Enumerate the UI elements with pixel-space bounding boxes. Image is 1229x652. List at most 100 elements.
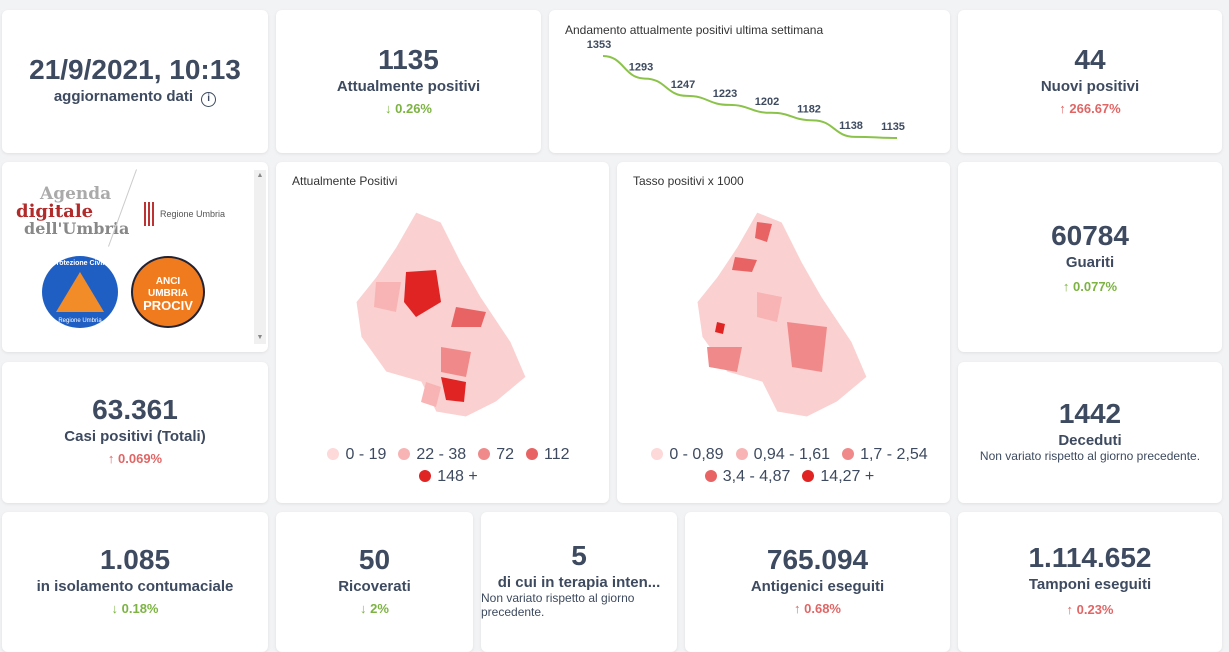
legend-item[interactable]: 0 - 0,89 <box>639 446 724 463</box>
update-datetime: 21/9/2021, 10:13 <box>29 54 241 85</box>
map-legend: 0 - 19 22 - 38 72 112 148 + <box>276 444 609 488</box>
logos-scrollbar[interactable]: ▲ ▼ <box>254 170 266 344</box>
umbria-map-tasso[interactable] <box>617 202 950 462</box>
legend-label: 148 + <box>437 468 478 485</box>
legend-dot-icon <box>419 470 432 482</box>
scroll-up-icon[interactable]: ▲ <box>256 172 264 179</box>
arrow-up-icon: ↑ <box>794 601 805 616</box>
agenda-digitale-logo: Agenda digitale dell'Umbria <box>16 184 130 238</box>
antigenici-label: Antigenici eseguiti <box>750 578 885 595</box>
legend-label: 3,4 - 4,87 <box>722 468 791 485</box>
ricoverati-value: 50 <box>358 544 391 575</box>
trend-chart-card: Andamento attualmente positivi ultima se… <box>549 10 950 153</box>
data-label: 1247 <box>671 79 695 91</box>
legend-item[interactable]: 3,4 - 4,87 <box>693 468 791 485</box>
ricoverati-change: ↓ 2% <box>360 601 389 616</box>
map-tasso-card: Tasso positivi x 1000 0 - 0,89 0,94 - 1,6… <box>617 162 950 503</box>
legend-dot-icon <box>478 448 491 460</box>
casi-card: 63.361 Casi positivi (Totali) ↑ 0.069% <box>2 362 268 503</box>
map-attualmente-card: Attualmente Positivi 0 - 19 22 - 38 72 112 1… <box>276 162 609 503</box>
deceduti-card: 1442 Deceduti Non variato rispetto al gi… <box>958 362 1222 503</box>
antigenici-card: 765.094 Antigenici eseguiti ↑ 0.68% <box>685 512 950 652</box>
isolamento-value: 1.085 <box>99 544 171 575</box>
legend-label: 22 - 38 <box>416 446 467 463</box>
legend-dot-icon <box>842 448 855 460</box>
legend-item[interactable]: 148 + <box>407 468 478 485</box>
arrow-up-icon: ↑ <box>107 451 119 466</box>
data-label: 1138 <box>839 120 863 132</box>
terapia-card: 5 di cui in terapia inten... Non variato… <box>481 512 677 652</box>
data-label: 1223 <box>713 88 737 100</box>
legend-label: 112 <box>544 446 570 463</box>
update-label: aggiornamento dati <box>53 88 193 105</box>
arrow-up-icon: ↑ <box>1066 602 1077 617</box>
terapia-value: 5 <box>571 540 587 571</box>
legend-dot-icon <box>327 448 340 460</box>
casi-value: 63.361 <box>92 394 178 425</box>
legend-label: 1,7 - 2,54 <box>860 446 928 463</box>
guariti-label: Guariti <box>1065 254 1115 271</box>
legend-label: 0 - 0,89 <box>669 446 724 463</box>
legend-item[interactable]: 0,94 - 1,61 <box>724 446 830 463</box>
data-label: 1202 <box>755 96 779 108</box>
guariti-change: ↑ 0.077% <box>1062 279 1118 294</box>
map-legend: 0 - 0,89 0,94 - 1,61 1,7 - 2,54 3,4 - 4,87 1… <box>617 444 950 488</box>
map-title: Attualmente Positivi <box>292 174 398 188</box>
legend-item[interactable]: 112 <box>514 446 570 463</box>
chart-title: Andamento attualmente positivi ultima se… <box>565 23 824 37</box>
deceduti-note: Non variato rispetto al giorno precedent… <box>979 449 1201 463</box>
logos-card: Agenda digitale dell'Umbria Regione Umbr… <box>2 162 268 352</box>
legend-item[interactable]: 14,27 + <box>790 468 874 485</box>
terapia-label: di cui in terapia inten... <box>497 574 661 591</box>
info-icon[interactable]: i <box>201 92 217 107</box>
legend-label: 72 <box>496 446 514 463</box>
tamponi-label: Tamponi eseguiti <box>1028 576 1152 593</box>
arrow-down-icon: ↓ <box>111 601 122 616</box>
legend-dot-icon <box>802 470 815 482</box>
terapia-note: Non variato rispetto al giorno precedent… <box>481 591 635 619</box>
deceduti-label: Deceduti <box>1058 432 1122 449</box>
deceduti-value: 1442 <box>1058 398 1122 429</box>
ricoverati-label: Ricoverati <box>338 578 411 595</box>
data-label: 1353 <box>587 39 611 51</box>
isolamento-change: ↓ 0.18% <box>111 601 159 616</box>
legend-item[interactable]: 72 <box>466 446 514 463</box>
legend-dot-icon <box>526 448 538 460</box>
legend-label: 14,27 + <box>820 468 875 485</box>
legend-label: 0 - 19 <box>345 446 387 463</box>
casi-label: Casi positivi (Totali) <box>64 428 206 445</box>
data-label: 1293 <box>629 62 653 74</box>
legend-item[interactable]: 1,7 - 2,54 <box>830 446 928 463</box>
update-card: 21/9/2021, 10:13 aggiornamento dati i <box>2 10 268 153</box>
arrow-up-icon: ↑ <box>1059 101 1070 116</box>
data-label: 1182 <box>797 103 821 115</box>
map-title: Tasso positivi x 1000 <box>633 174 744 188</box>
attualmente-label: Attualmente positivi <box>336 78 481 95</box>
attualmente-value: 1135 <box>378 44 439 75</box>
arrow-down-icon: ↓ <box>360 601 371 616</box>
nuovi-card: 44 Nuovi positivi ↑ 266.67% <box>958 10 1222 153</box>
attualmente-change: ↓ 0.26% <box>385 101 432 116</box>
legend-dot-icon <box>398 448 411 460</box>
attualmente-card: 1135 Attualmente positivi ↓ 0.26% <box>276 10 541 153</box>
antigenici-change: ↑ 0.68% <box>794 601 841 616</box>
arrow-up-icon: ↑ <box>1062 279 1074 294</box>
guariti-card: 60784 Guariti ↑ 0.077% <box>958 162 1222 352</box>
legend-dot-icon <box>651 448 664 460</box>
umbria-map-attualmente[interactable] <box>276 202 609 462</box>
casi-change: ↑ 0.069% <box>107 451 163 466</box>
legend-item[interactable]: 0 - 19 <box>315 446 386 463</box>
legend-dot-icon <box>735 448 748 460</box>
nuovi-label: Nuovi positivi <box>1040 78 1140 95</box>
trend-line <box>602 55 898 139</box>
ricoverati-card: 50 Ricoverati ↓ 2% <box>276 512 473 652</box>
tamponi-change: ↑ 0.23% <box>1066 602 1114 617</box>
scroll-down-icon[interactable]: ▼ <box>256 334 264 341</box>
nuovi-value: 44 <box>1074 44 1106 75</box>
isolamento-label: in isolamento contumaciale <box>36 578 234 595</box>
anci-prociv-logo: ANCI UMBRIA PROCIV <box>131 256 205 328</box>
protezione-civile-logo: Protezione Civile Regione Umbria <box>42 256 118 328</box>
legend-item[interactable]: 22 - 38 <box>386 446 466 463</box>
antigenici-value: 765.094 <box>766 544 869 575</box>
guariti-value: 60784 <box>1051 220 1129 251</box>
